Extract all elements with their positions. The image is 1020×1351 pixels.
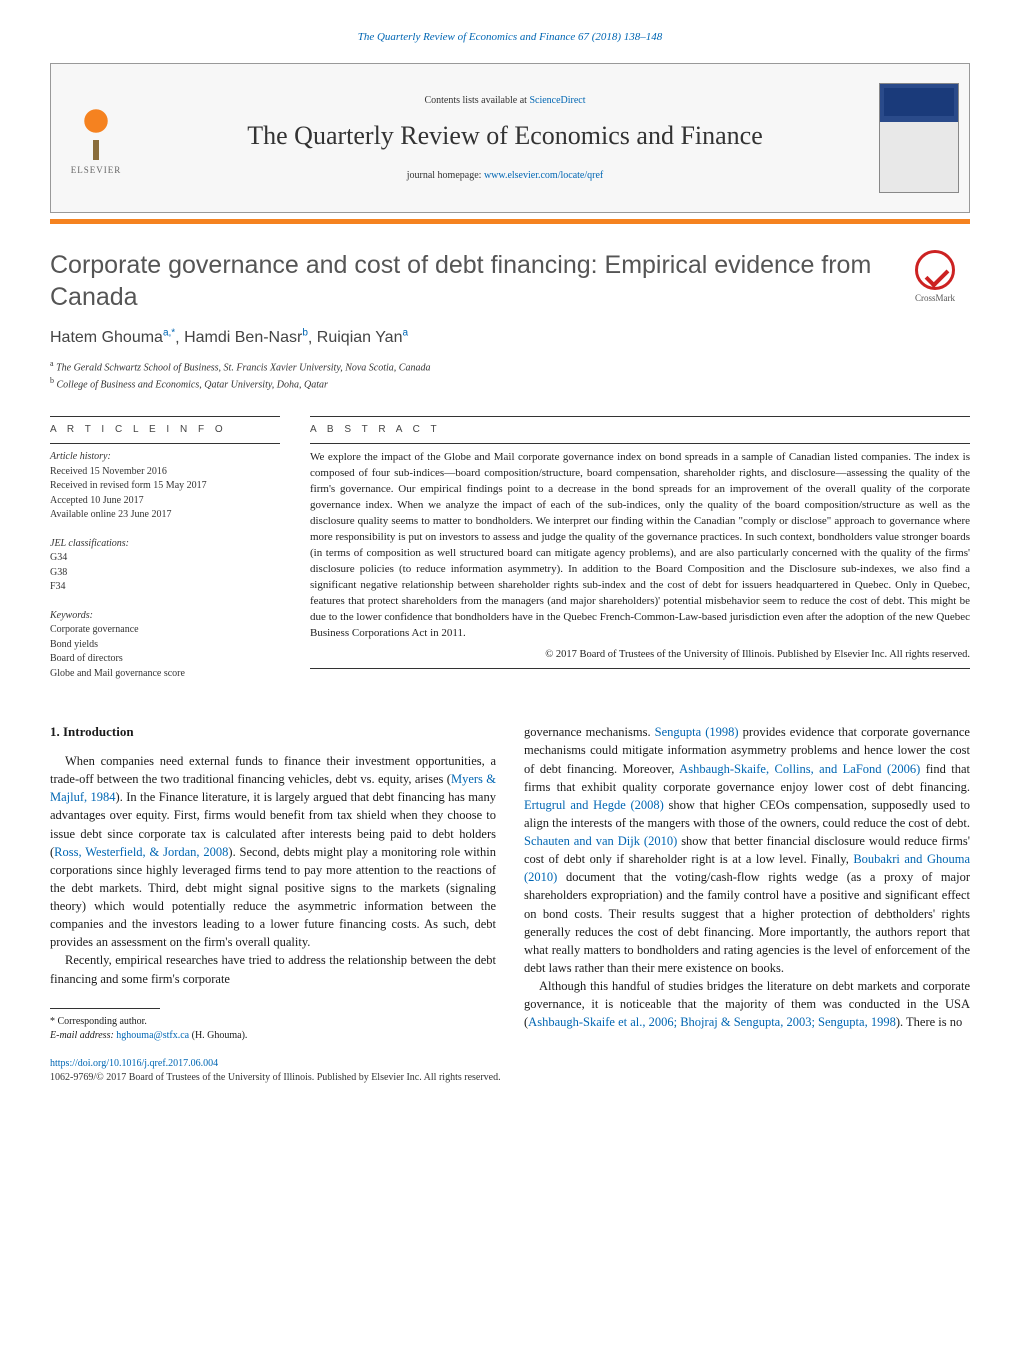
para-2: Recently, empirical researches have trie… [50,951,496,987]
email-link[interactable]: hghouma@stfx.ca [116,1030,189,1041]
abstract-text: We explore the impact of the Globe and M… [310,450,970,641]
affiliations: a The Gerald Schwartz School of Business… [50,358,970,393]
issn-copyright: 1062-9769/© 2017 Board of Trustees of th… [50,1071,970,1085]
section-1-heading: 1. Introduction [50,723,496,742]
journal-header: ELSEVIER Contents lists available at Sci… [50,63,970,213]
elsevier-tree-icon [66,100,126,160]
affiliation-b: b College of Business and Economics, Qat… [50,375,970,392]
contents-list-line: Contents lists available at ScienceDirec… [424,94,585,108]
footnotes: * Corresponding author. E-mail address: … [50,1015,496,1043]
crossmark-icon [915,250,955,290]
corresponding-author: * Corresponding author. [50,1015,496,1029]
citation-link[interactable]: Schauten and van Dijk (2010) [524,834,677,848]
keywords-block: Keywords: Corporate governance Bond yiel… [50,609,280,682]
jel-label: JEL classifications: [50,537,280,552]
citation-link[interactable]: Ashbaugh-Skaife, Collins, and LaFond (20… [679,762,920,776]
homepage-pre: journal homepage: [407,170,484,181]
history-item: Received in revised form 15 May 2017 [50,479,280,494]
homepage-url[interactable]: www.elsevier.com/locate/qref [484,170,603,181]
citation-link[interactable]: Ross, Westerfield, & Jordan, 2008 [54,845,228,859]
publisher-logo: ELSEVIER [51,64,141,212]
article-info-column: a r t i c l e i n f o Article history: R… [50,416,280,695]
affiliation-a: a The Gerald Schwartz School of Business… [50,358,970,375]
author-3: Ruiqian Yana [317,329,408,346]
para-3: governance mechanisms. Sengupta (1998) p… [524,723,970,977]
jel-item: F34 [50,580,280,595]
homepage-line: journal homepage: www.elsevier.com/locat… [407,169,604,183]
author-1: Hatem Ghoumaa,* [50,329,175,346]
contents-pre: Contents lists available at [424,95,529,106]
citation-link[interactable]: Ertugrul and Hegde (2008) [524,798,664,812]
citation-link[interactable]: Ashbaugh-Skaife et al., 2006; Bhojraj & … [528,1015,896,1029]
abstract-column: a b s t r a c t We explore the impact of… [310,416,970,695]
accent-bar [50,219,970,224]
jel-item: G34 [50,551,280,566]
keyword: Corporate governance [50,623,280,638]
abstract-heading: a b s t r a c t [310,423,970,437]
para-4: Although this handful of studies bridges… [524,977,970,1031]
jel-block: JEL classifications: G34 G38 F34 [50,537,280,595]
footnote-separator [50,1008,160,1009]
keyword: Board of directors [50,652,280,667]
keyword: Bond yields [50,638,280,653]
running-head: The Quarterly Review of Economics and Fi… [50,30,970,45]
cover-mini-icon [879,83,959,193]
page-footer: https://doi.org/10.1016/j.qref.2017.06.0… [50,1057,970,1085]
body-text: 1. Introduction When companies need exte… [50,723,970,1042]
crossmark-badge[interactable]: CrossMark [900,250,970,305]
author-2: Hamdi Ben-Nasrb [184,329,308,346]
crossmark-label: CrossMark [915,293,955,303]
authors-line: Hatem Ghoumaa,*, Hamdi Ben-Nasrb, Ruiqia… [50,327,970,350]
history-label: Article history: [50,450,280,465]
article-info-heading: a r t i c l e i n f o [50,423,280,437]
doi-link[interactable]: https://doi.org/10.1016/j.qref.2017.06.0… [50,1057,970,1071]
sciencedirect-link[interactable]: ScienceDirect [529,95,585,106]
abstract-copyright: © 2017 Board of Trustees of the Universi… [310,648,970,663]
history-item: Received 15 November 2016 [50,465,280,480]
article-title: Corporate governance and cost of debt fi… [50,250,884,313]
history-item: Available online 23 June 2017 [50,508,280,523]
jel-item: G38 [50,566,280,581]
history-item: Accepted 10 June 2017 [50,494,280,509]
keywords-label: Keywords: [50,609,280,624]
keyword: Globe and Mail governance score [50,667,280,682]
publisher-name: ELSEVIER [71,164,122,177]
journal-cover-thumb [869,64,969,212]
article-history: Article history: Received 15 November 20… [50,450,280,523]
para-1: When companies need external funds to fi… [50,752,496,951]
email-line: E-mail address: hghouma@stfx.ca (H. Ghou… [50,1029,496,1043]
journal-title: The Quarterly Review of Economics and Fi… [247,118,763,154]
citation-link[interactable]: Sengupta (1998) [655,725,739,739]
